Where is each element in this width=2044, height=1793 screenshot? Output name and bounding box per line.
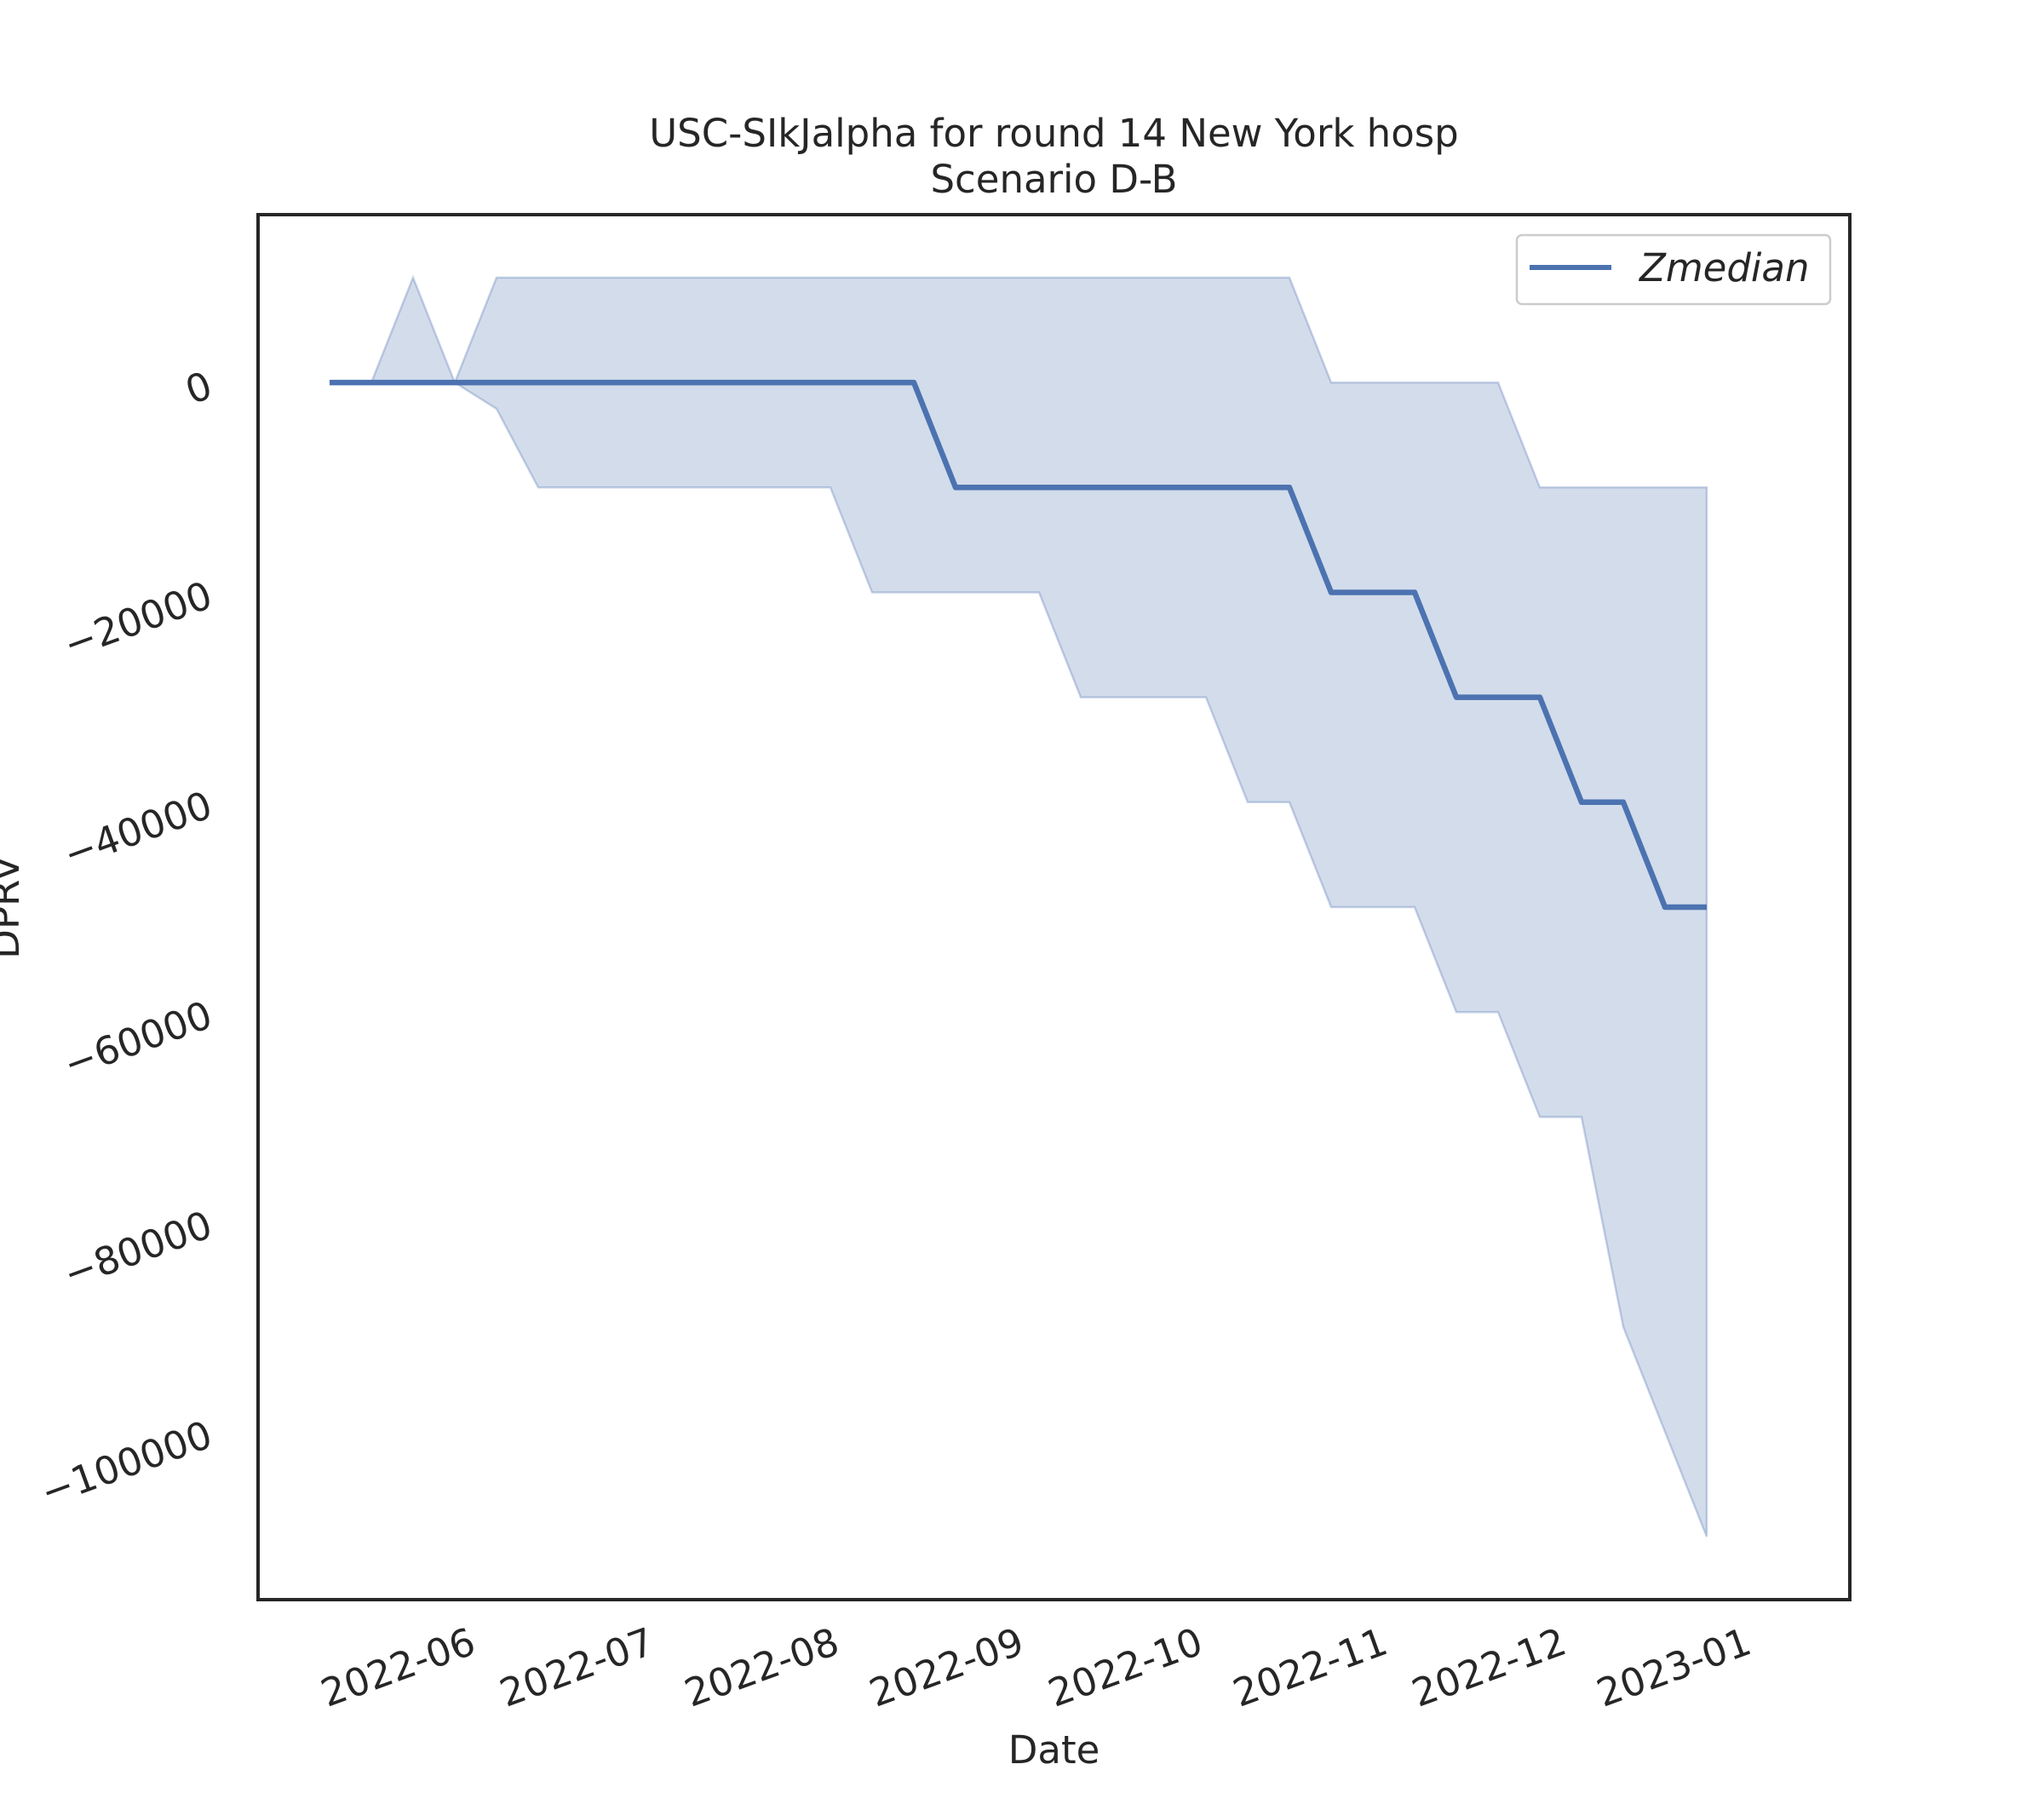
median-line-layer — [330, 379, 1707, 911]
series-line-zmedian — [330, 379, 1707, 911]
x-axis-label: Date — [1008, 1727, 1100, 1773]
y-tick-label: −60000 — [58, 992, 218, 1088]
y-axis-label: DPRV — [0, 855, 28, 959]
y-tick-label: −40000 — [58, 782, 218, 877]
x-tick-label: 2022-08 — [679, 1619, 845, 1716]
x-tick-label: 2022-07 — [494, 1619, 660, 1716]
chart-subtitle: Scenario D-B — [930, 157, 1177, 202]
x-tick-label: 2022-10 — [1042, 1619, 1209, 1716]
x-axis-ticks: 2022-06 2022-07 2022-08 2022-09 2022-10 2022-… — [315, 1619, 1757, 1716]
x-tick-label: 2022-12 — [1406, 1619, 1572, 1716]
y-tick-label: −100000 — [35, 1411, 218, 1514]
legend-label-zmedian: Zmedian — [1639, 245, 1810, 290]
confidence-band — [330, 274, 1708, 1537]
x-tick-label: 2022-11 — [1227, 1619, 1393, 1716]
y-axis-ticks: 0 −20000 −40000 −60000 −80000 −100000 — [35, 363, 218, 1515]
x-tick-label: 2023-01 — [1591, 1619, 1757, 1716]
chart-title: USC-SIkJalpha for round 14 New York hosp — [649, 111, 1459, 156]
y-tick-label: 0 — [180, 363, 218, 414]
x-tick-label: 2022-09 — [864, 1619, 1030, 1716]
legend: Zmedian — [1515, 233, 1832, 306]
confidence-band-layer — [330, 274, 1708, 1537]
plot-frame — [256, 213, 1852, 1601]
legend-box — [1515, 233, 1832, 306]
x-tick-label: 2022-06 — [315, 1619, 481, 1716]
y-tick-label: −20000 — [58, 572, 218, 668]
y-tick-label: −80000 — [58, 1202, 218, 1297]
